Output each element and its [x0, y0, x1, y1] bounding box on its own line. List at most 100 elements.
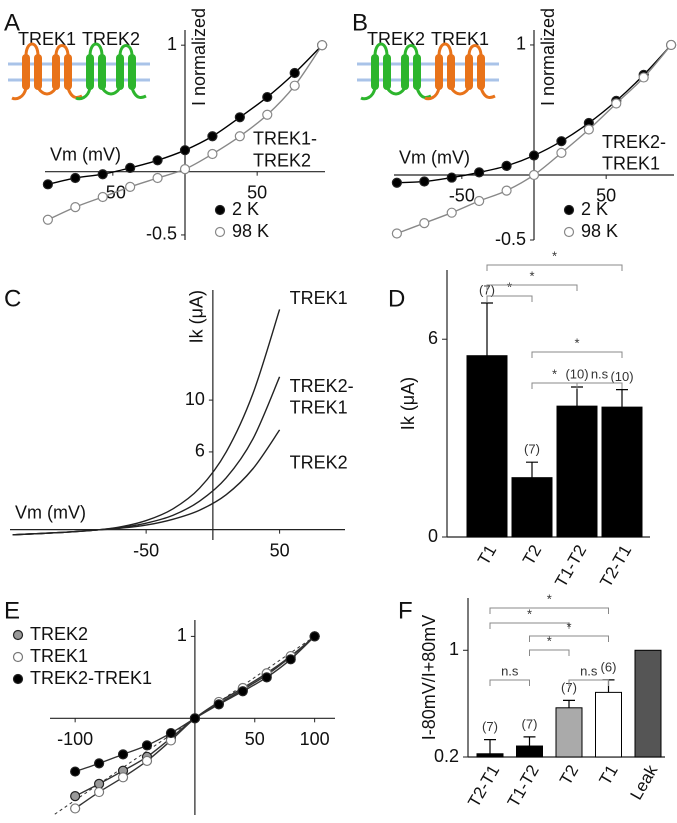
text-line: TREK2 [253, 150, 311, 170]
y-axis-label: I normalized [189, 8, 209, 106]
subunit-label: TREK1 [18, 29, 76, 49]
series-line [12, 429, 281, 536]
helix [22, 54, 30, 90]
helix [447, 54, 455, 90]
helix [34, 54, 42, 90]
data-point [261, 672, 272, 683]
data-point [117, 772, 129, 783]
error-bar [571, 386, 583, 407]
significance-label: * [566, 619, 571, 634]
data-point [117, 749, 129, 760]
y-tick-label: 6 [195, 441, 205, 461]
series-label: TREK2-TREK1 [290, 376, 354, 418]
panel-letter: F [398, 597, 413, 624]
significance-label: n.s [591, 366, 609, 381]
y-tick-label: 0 [428, 526, 438, 546]
data-point [556, 147, 567, 158]
significance-label: n.s [501, 663, 519, 678]
data-point [528, 169, 540, 181]
data-point [446, 207, 457, 218]
n-label: (7) [524, 442, 540, 457]
annotation: TREK1-TREK2 [253, 128, 317, 170]
helix [64, 54, 72, 90]
panel-letter: C [4, 285, 21, 312]
data-point [42, 179, 53, 190]
x-axis-label: Vm (mV) [399, 148, 470, 168]
subunit-loop [360, 42, 432, 101]
significance-label: * [574, 335, 579, 350]
significance-bracket [531, 351, 623, 358]
x-tick-label: 50 [596, 186, 616, 206]
data-point [317, 40, 328, 51]
y-tick-label: 6 [428, 328, 438, 348]
data-point [262, 91, 273, 103]
significance-bracket [489, 607, 609, 614]
helix [401, 54, 409, 90]
subunit-label: TREK2 [82, 29, 140, 49]
data-point [391, 228, 402, 239]
error-bar [526, 461, 538, 478]
data-point [501, 160, 512, 171]
legend-label: TREK2-TREK1 [30, 668, 152, 688]
data-point [125, 181, 136, 192]
x-tick-label: T1-T2 [551, 542, 590, 591]
significance-bracket [486, 295, 533, 302]
significance-bracket [486, 284, 578, 291]
data-point [189, 713, 200, 724]
helix [413, 54, 421, 90]
helix [371, 54, 379, 90]
helix [383, 54, 391, 90]
error-bar [563, 699, 575, 708]
data-point [70, 202, 81, 213]
helix [52, 54, 60, 90]
legend-label: TREK2 [30, 624, 88, 644]
helix [116, 54, 124, 90]
subunit-loop [11, 42, 83, 101]
y-axis-label: I-80mV/I+80mV [419, 615, 439, 741]
x-axis-label: Vm (mV) [50, 144, 121, 164]
error-bar [481, 302, 493, 356]
data-point [207, 148, 218, 160]
data-point [213, 699, 224, 710]
x-tick-label: T2 [519, 542, 545, 569]
significance-bracket [489, 679, 530, 686]
bar [595, 691, 622, 758]
error-bar [616, 389, 628, 408]
annotation: TREK2-TREK1 [602, 132, 666, 174]
x-axis-label: Vm (mV) [15, 502, 86, 522]
significance-label: n.s [580, 663, 598, 678]
data-point [152, 172, 163, 184]
x-tick-label: 50 [270, 540, 290, 560]
y-tick-label: 1 [177, 625, 187, 645]
bar [511, 477, 553, 538]
significance-label: * [527, 606, 532, 621]
legend-marker [214, 204, 226, 216]
series-line [12, 309, 281, 536]
x-tick-label: T1 [474, 542, 500, 569]
bar [466, 355, 508, 538]
legend-marker [12, 629, 24, 641]
significance-label: * [507, 279, 512, 294]
significance-bracket [531, 382, 578, 389]
n-label: (7) [522, 716, 538, 731]
panel-letter: E [4, 597, 20, 624]
series-label: TREK2 [290, 453, 348, 473]
text-line: TREK1- [253, 128, 317, 148]
n-label: (6) [601, 659, 617, 674]
x-tick-label: -100 [57, 729, 93, 749]
significance-label: * [552, 248, 557, 263]
panel-letter: A [4, 9, 20, 36]
y-tick-label: 10 [185, 389, 205, 409]
data-point [141, 755, 153, 767]
x-tick-label: T1-T2 [504, 762, 543, 811]
x-tick-label: T2-T1 [596, 542, 635, 591]
x-tick-label: T1 [595, 762, 621, 789]
legend-label: 2 K [232, 199, 259, 219]
legend-label: 2 K [581, 199, 608, 219]
panel-letter: D [388, 285, 405, 312]
data-point [638, 72, 649, 83]
data-point [237, 686, 248, 697]
bar [555, 707, 583, 758]
text-line: TREK1 [602, 153, 660, 173]
data-point [474, 195, 485, 207]
